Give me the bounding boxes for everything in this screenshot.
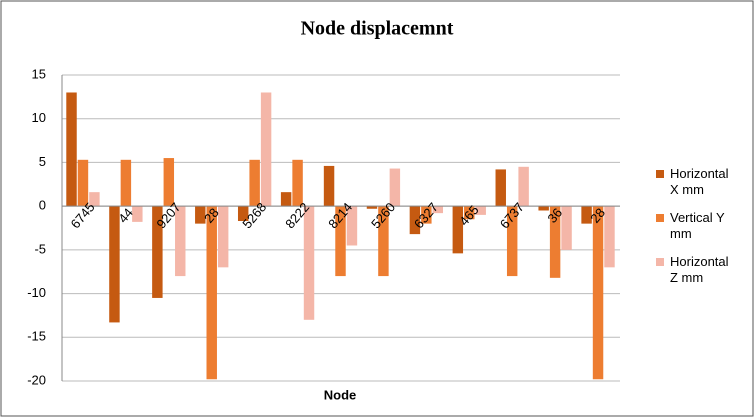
bar (432, 206, 444, 214)
bar (378, 206, 389, 277)
bar (249, 159, 260, 207)
bar (260, 92, 272, 207)
x-axis-title: Node (324, 387, 357, 402)
bar (581, 206, 592, 224)
y-tick-label: -5 (34, 241, 46, 256)
bar (175, 206, 186, 277)
legend-label: Horizontal X mm (670, 166, 729, 197)
bar (77, 159, 89, 207)
y-tick-label: 15 (32, 66, 46, 81)
bar (346, 206, 358, 246)
bar (237, 206, 249, 222)
legend-swatch (656, 170, 664, 178)
legend-item: Horizontal Z mm (656, 254, 746, 286)
bar (195, 206, 206, 224)
bar (132, 206, 143, 222)
bar (323, 165, 335, 207)
bar (518, 166, 529, 207)
y-tick-label: -20 (27, 372, 46, 387)
legend-item: Horizontal X mm (656, 166, 746, 198)
legend-swatch (656, 214, 664, 222)
bar (604, 206, 615, 268)
bar (421, 206, 432, 224)
legend-swatch (656, 258, 664, 266)
bar (409, 206, 421, 235)
bar (475, 206, 486, 215)
bar (163, 158, 175, 207)
bar (217, 206, 229, 268)
bar (292, 159, 303, 207)
bar (152, 206, 163, 298)
bar (366, 206, 378, 209)
chart-title: Node displacemnt (301, 18, 454, 40)
legend-label: Vertical Y mm (670, 210, 725, 241)
bar (109, 206, 120, 323)
bar (452, 206, 464, 254)
bar (206, 206, 217, 380)
bar (592, 206, 604, 380)
legend: Horizontal X mm Vertical Y mm Horizontal Z… (656, 166, 746, 298)
bar (335, 206, 346, 277)
legend-label: Horizontal Z mm (670, 254, 729, 285)
y-tick-label: 5 (39, 154, 46, 169)
bar (495, 169, 506, 207)
y-tick-label: -15 (27, 329, 46, 344)
bar (389, 168, 401, 207)
bar (303, 206, 315, 320)
bar (89, 192, 100, 207)
y-tick-label: 0 (39, 198, 46, 213)
y-tick-label: -10 (27, 285, 46, 300)
bar (549, 206, 561, 278)
bar (280, 192, 292, 207)
y-tick-label: 10 (32, 110, 46, 125)
legend-item: Vertical Y mm (656, 210, 746, 242)
bar (506, 206, 518, 277)
bar (66, 92, 77, 207)
bar (561, 206, 572, 250)
bar (120, 159, 132, 207)
bar (464, 206, 475, 220)
bar (538, 206, 549, 211)
